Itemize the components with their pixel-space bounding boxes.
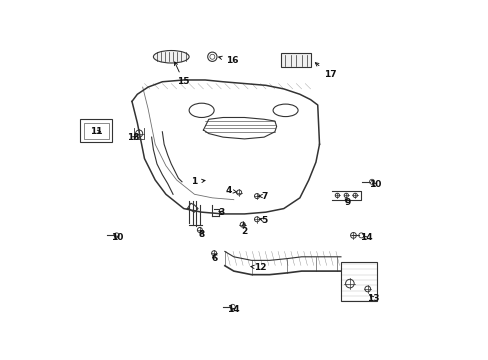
Text: 3: 3 (218, 208, 224, 217)
Text: 1: 1 (191, 177, 204, 186)
Text: 18: 18 (127, 133, 140, 142)
Text: 12: 12 (250, 263, 266, 272)
Text: 14: 14 (359, 233, 371, 242)
Text: 11: 11 (90, 127, 102, 136)
Text: 17: 17 (315, 63, 336, 79)
Ellipse shape (153, 50, 189, 63)
Text: 8: 8 (198, 230, 204, 239)
Text: 13: 13 (366, 294, 379, 303)
Text: 15: 15 (174, 62, 190, 86)
FancyBboxPatch shape (281, 53, 311, 67)
Text: 6: 6 (211, 254, 217, 263)
Text: 16: 16 (218, 56, 238, 65)
Text: 14: 14 (226, 305, 239, 314)
Text: 5: 5 (259, 216, 267, 225)
Text: 9: 9 (344, 198, 350, 207)
Text: 4: 4 (225, 186, 237, 195)
Text: 2: 2 (241, 223, 247, 236)
Text: 10: 10 (111, 233, 123, 242)
Text: 7: 7 (258, 192, 267, 201)
Text: 10: 10 (368, 180, 380, 189)
